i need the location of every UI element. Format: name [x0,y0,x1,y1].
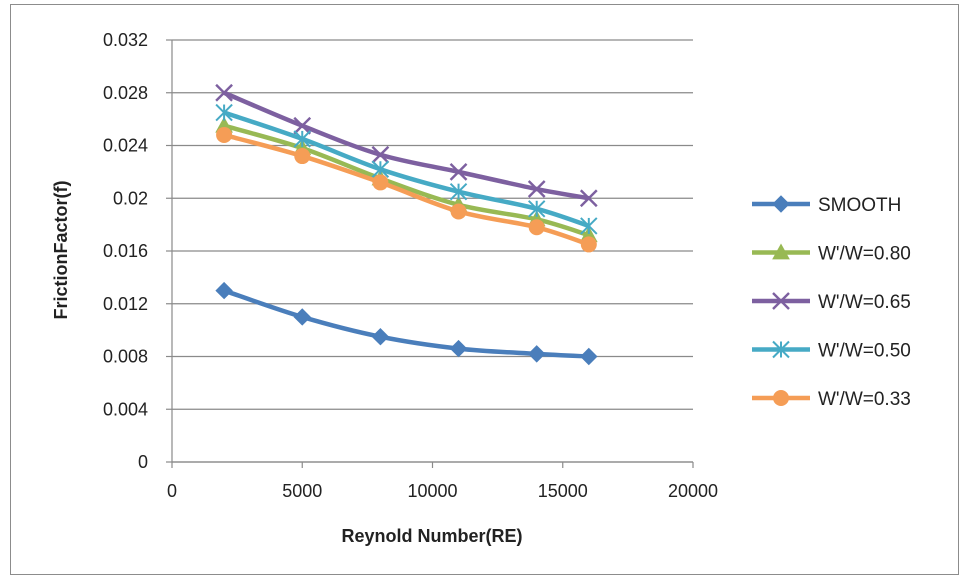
data-point [294,148,311,165]
legend-item: W'/W=0.33 [752,389,911,410]
data-point [450,203,467,220]
data-point [580,347,598,366]
legend-label: SMOOTH [818,195,901,216]
axes-layer: 0 0.004 0.008 0.012 0.016 0.02 0.024 0.028 0.032… [103,30,718,501]
data-point [293,308,311,326]
data-point [293,116,312,135]
data-point [371,145,390,164]
x-tick-label: 15000 [538,481,588,501]
chart-frame [10,4,959,575]
y-tick-label: 0.032 [103,30,148,50]
data-point [215,103,233,122]
y-tick-label: 0 [138,452,148,472]
data-point [772,243,790,260]
data-point-stroke [449,163,468,181]
x-tick-label: 5000 [282,481,322,501]
legend-label: W'/W=0.80 [818,244,911,265]
data-point [449,339,468,358]
x-tick-label: 20000 [668,481,718,501]
legend-item: W'/W=0.65 [752,292,911,313]
data-point [527,345,546,363]
data-point [772,292,790,310]
x-tick-label: 0 [167,481,177,501]
series-line [223,110,590,229]
series-3 [215,103,598,235]
data-point-stroke [579,189,598,208]
x-axis-title: Reynold Number(RE) [341,526,522,546]
data-point [528,219,545,236]
legend-label: W'/W=0.50 [818,341,911,362]
legend-item: W'/W=0.80 [752,243,911,265]
legend-label: W'/W=0.65 [818,292,911,313]
legend-label: W'/W=0.33 [818,389,911,410]
series-line [223,288,589,359]
data-point [772,340,790,359]
data-point [772,195,790,213]
data-point [579,189,598,208]
y-axis-title: FrictionFactor(f) [51,181,71,320]
series-2 [215,83,598,208]
data-point-stroke [527,180,546,198]
data-point [216,126,233,143]
series-layer [215,83,598,366]
data-point-stroke [371,145,390,164]
y-tick-label: 0.016 [103,241,148,261]
data-point [773,390,789,406]
data-point [215,83,233,102]
data-point [449,182,468,201]
data-point [527,180,546,198]
data-point [372,174,389,191]
y-tick-label: 0.02 [113,188,148,208]
y-tick-label: 0.008 [103,347,148,367]
data-point [580,217,598,235]
legend-item: SMOOTH [752,195,901,216]
data-point [293,130,311,148]
data-point [527,200,546,218]
y-tick-label: 0.004 [103,399,148,419]
series-0 [215,281,598,366]
x-tick-label: 10000 [407,481,457,501]
legend-item: W'/W=0.50 [752,341,911,362]
series-4 [216,126,597,253]
data-point [449,163,468,181]
y-tick-label: 0.012 [103,294,148,314]
legend-layer: SMOOTH W'/W=0.80 W'/W=0.65 W'/W=0.50 W'/W=0.… [752,195,911,410]
y-tick-label: 0.028 [103,83,148,103]
data-point-stroke [215,83,233,102]
data-point [371,328,390,346]
data-point [580,236,597,253]
y-tick-label: 0.024 [103,136,148,156]
data-point-stroke [293,116,312,135]
data-point [215,281,233,300]
data-point-stroke [772,292,790,310]
